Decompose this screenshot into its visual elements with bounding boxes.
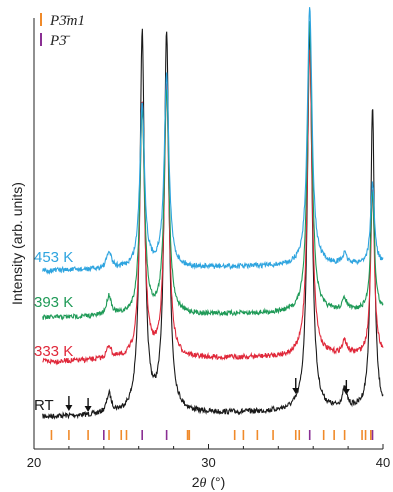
arrow-marker-2: [84, 398, 92, 412]
reflection-ticks: [50, 430, 374, 440]
arrow-marker-1: [65, 396, 73, 411]
series-line-3: [42, 21, 384, 321]
x-tick-label-3: 40: [376, 455, 390, 470]
legend-entry-1: P3̄m1: [40, 13, 85, 29]
legend: P3̄m1 P3̄: [40, 13, 85, 49]
legend-label-1: P3̄m1: [49, 13, 85, 29]
series-line-4: [42, 7, 384, 275]
arrow-marker-4: [342, 380, 350, 395]
series-label-3: 393 K: [34, 294, 73, 311]
x-tick-label-2: 30: [201, 455, 215, 470]
impurity-arrows: [65, 378, 350, 412]
arrow-marker-3: [292, 378, 300, 394]
y-axis-label: Intensity (arb. units): [9, 182, 25, 305]
legend-label-2: P3̄: [49, 33, 71, 49]
series-labels: RT 333 K 393 K 453 K: [34, 249, 73, 414]
series-layer: [42, 7, 384, 420]
axes: 20 30 40 2θ (°) Intensity (arb. units): [9, 18, 390, 491]
series-label-1: RT: [34, 397, 54, 414]
x-tick-label-1: 20: [27, 455, 41, 470]
legend-entry-2: P3̄: [40, 33, 71, 49]
x-axis-label: 2θ (°): [192, 474, 226, 491]
series-label-4: 453 K: [34, 249, 73, 266]
series-line-1: [42, 28, 384, 420]
series-label-2: 333 K: [34, 343, 73, 360]
series-line-2: [42, 49, 384, 366]
